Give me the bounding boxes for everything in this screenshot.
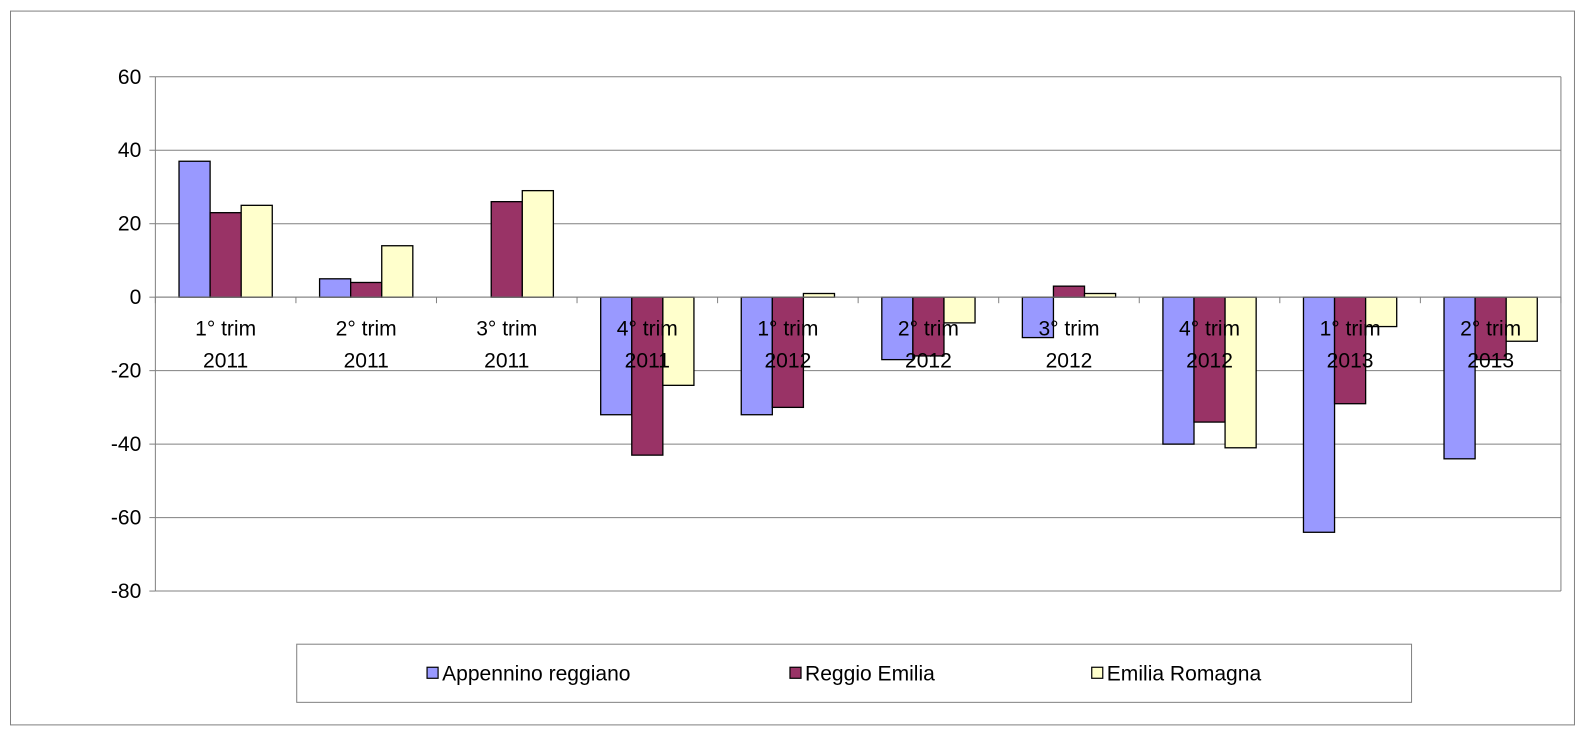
chart-frame: 60 40 20 0 -20 -40 -60 -80 1° trim 2011 2° trim 20… bbox=[10, 10, 1575, 726]
legend-label: Emilia Romagna bbox=[1107, 662, 1262, 685]
bar bbox=[209, 212, 242, 298]
x-tick-label: 1° trim 2012 bbox=[757, 317, 818, 372]
legend-swatch bbox=[789, 666, 802, 679]
y-tick-label: -20 bbox=[111, 360, 141, 383]
bar bbox=[1224, 296, 1257, 449]
y-tick-label: 40 bbox=[118, 139, 141, 162]
legend-item: Appennino reggiano bbox=[426, 662, 631, 685]
bar bbox=[318, 278, 352, 298]
bar bbox=[178, 160, 211, 298]
x-axis-tick-labels: 1° trim 2011 2° trim 2011 3° trim 2011 4° trim… bbox=[195, 317, 1521, 372]
bar bbox=[240, 204, 273, 298]
axes bbox=[149, 76, 1562, 592]
bar bbox=[381, 245, 414, 298]
bar bbox=[1474, 296, 1507, 361]
x-tick-label: 2° trim 2012 bbox=[898, 317, 959, 372]
x-tick-label: 3° trim 2011 bbox=[476, 317, 537, 372]
legend-box bbox=[296, 643, 1413, 703]
bar bbox=[1162, 296, 1195, 445]
bar bbox=[1505, 296, 1538, 342]
bars bbox=[178, 160, 1538, 533]
x-tick-label: 1° trim 2013 bbox=[1320, 317, 1381, 372]
bar bbox=[490, 201, 523, 298]
bar bbox=[912, 296, 945, 357]
bar bbox=[521, 189, 555, 298]
legend-swatch bbox=[426, 666, 439, 679]
bar bbox=[1021, 296, 1055, 339]
x-tick-label: 1° trim 2011 bbox=[195, 317, 256, 372]
y-tick-label: -60 bbox=[111, 507, 141, 530]
bar bbox=[1443, 296, 1476, 460]
x-tick-label: 2° trim 2011 bbox=[336, 317, 397, 372]
legend-item: Emilia Romagna bbox=[1091, 662, 1262, 685]
legend: Appennino reggiano Reggio Emilia Emilia Ro… bbox=[296, 643, 1413, 703]
y-tick-label: -80 bbox=[111, 580, 141, 603]
x-tick-label: 4° trim 2011 bbox=[617, 317, 678, 372]
y-axis-tick-labels: 60 40 20 0 -20 -40 -60 -80 bbox=[111, 66, 141, 603]
bar bbox=[662, 296, 695, 386]
x-tick-label: 4° trim 2012 bbox=[1179, 317, 1240, 372]
legend-label: Appennino reggiano bbox=[442, 662, 630, 685]
bar bbox=[802, 292, 836, 298]
y-tick-label: -40 bbox=[111, 433, 141, 456]
x-tick-label: 3° trim 2012 bbox=[1038, 317, 1099, 372]
bar bbox=[1302, 296, 1336, 533]
legend-swatch bbox=[1091, 666, 1104, 679]
bar bbox=[1052, 285, 1086, 298]
y-tick-label: 20 bbox=[118, 213, 141, 236]
y-tick-label: 0 bbox=[130, 286, 142, 309]
bar bbox=[1333, 296, 1367, 405]
x-tick-label: 2° trim 2013 bbox=[1460, 317, 1521, 372]
legend-label: Reggio Emilia bbox=[805, 662, 935, 685]
bar bbox=[350, 281, 383, 298]
bar bbox=[740, 296, 773, 416]
bar bbox=[771, 296, 805, 409]
y-tick-label: 60 bbox=[118, 66, 141, 89]
bar bbox=[1083, 292, 1117, 298]
legend-item: Reggio Emilia bbox=[789, 662, 935, 685]
